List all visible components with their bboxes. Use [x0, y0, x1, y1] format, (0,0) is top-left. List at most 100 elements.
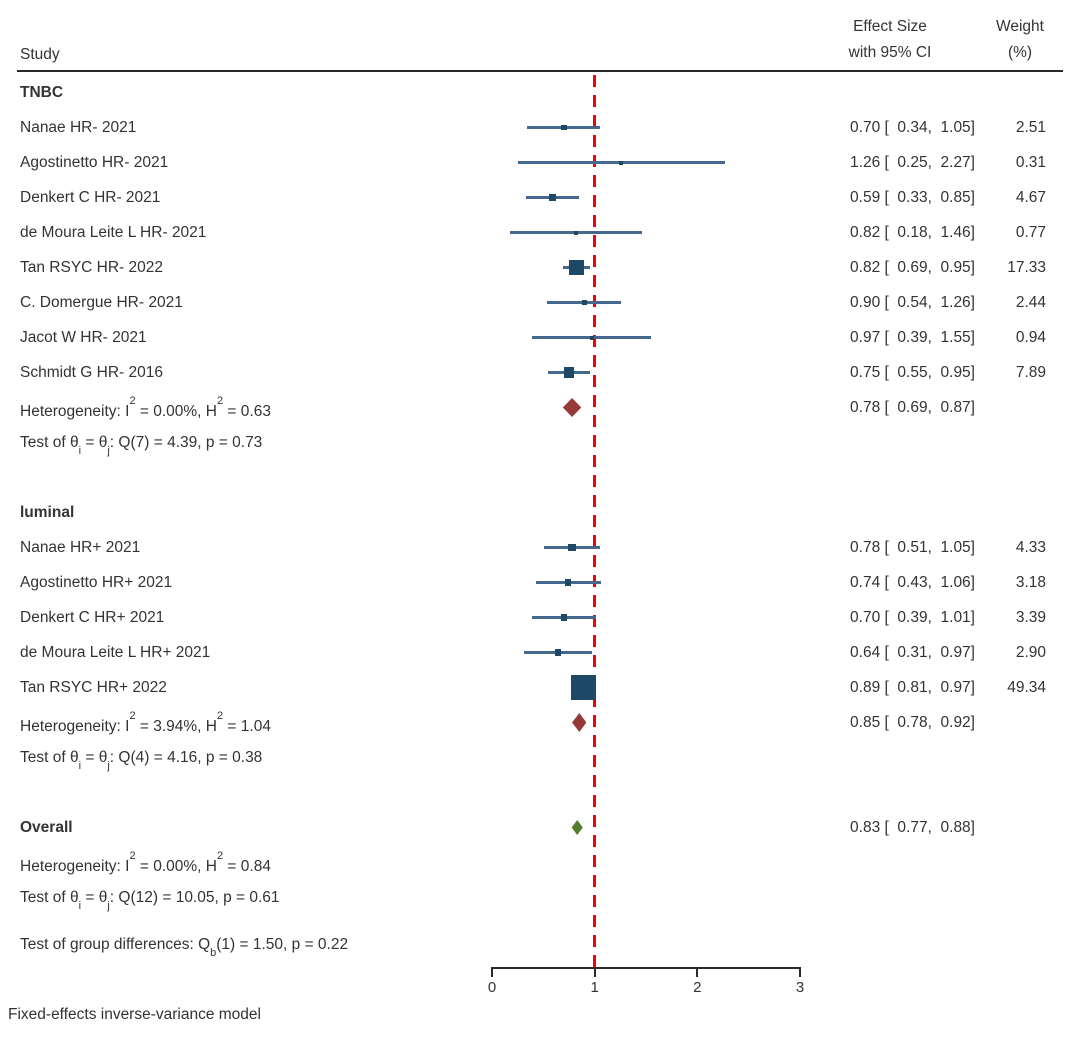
plot-region: TNBC Nanae HR- 2021 0.70 [ 0.34, 1.05] 2.51… — [0, 75, 1080, 1010]
effect-size-header-line2: with 95% CI — [848, 44, 932, 61]
weight-value: 17.33 — [1007, 259, 1046, 276]
group-label: TNBC — [20, 84, 64, 101]
x-axis-tick — [491, 967, 493, 977]
group-header-row: luminal — [0, 495, 1080, 530]
effect-square-marker — [564, 579, 572, 586]
stat-text-row: Test of θi = θj: Q(7) = 4.39, p = 0.73 — [0, 425, 1080, 460]
effect-square-marker — [619, 160, 624, 165]
weight-value: 3.18 — [1015, 574, 1046, 591]
study-label: Schmidt G HR- 2016 — [20, 364, 163, 381]
group-difference-text: Test of group differences: Qb(1) = 1.50,… — [20, 936, 349, 960]
overall-heterogeneity-text: Heterogeneity: I2 = 0.00%, H2 = 0.84 — [20, 850, 271, 876]
overall-test-text: Test of θi = θj: Q(12) = 10.05, p = 0.61 — [20, 889, 280, 913]
homogeneity-test-text: Test of θi = θj: Q(4) = 4.16, p = 0.38 — [20, 749, 263, 773]
study-row: Nanae HR- 2021 0.70 [ 0.34, 1.05] 2.51 — [0, 110, 1080, 145]
group-summary-row: Heterogeneity: I2 = 3.94%, H2 = 1.04 0.85… — [0, 705, 1080, 740]
study-row: de Moura Leite L HR+ 2021 0.64 [ 0.31, 0.… — [0, 635, 1080, 670]
study-label: de Moura Leite L HR- 2021 — [20, 224, 207, 241]
weight-column-header: Weight (%) — [980, 14, 1060, 66]
weight-value: 2.51 — [1015, 119, 1046, 136]
effect-square-marker — [570, 674, 596, 701]
x-axis-tick-label: 1 — [590, 979, 599, 996]
heterogeneity-text: Heterogeneity: I2 = 3.94%, H2 = 1.04 — [20, 710, 271, 736]
weight-value: 0.31 — [1015, 154, 1046, 171]
study-row: C. Domergue HR- 2021 0.90 [ 0.54, 1.26] 2.… — [0, 285, 1080, 320]
x-axis-tick-label: 3 — [795, 979, 805, 996]
study-label: Agostinetto HR+ 2021 — [20, 574, 173, 591]
effect-ci-value: 0.97 [ 0.39, 1.55] — [850, 329, 975, 346]
group-summary-row: Heterogeneity: I2 = 0.00%, H2 = 0.63 0.78… — [0, 390, 1080, 425]
study-label: Denkert C HR+ 2021 — [20, 609, 165, 626]
weight-value: 0.77 — [1015, 224, 1046, 241]
group-header-row: TNBC — [0, 75, 1080, 110]
effect-square-marker — [563, 367, 575, 378]
summary-ci-value: 0.85 [ 0.78, 0.92] — [850, 714, 975, 731]
x-axis-tick-label: 2 — [693, 979, 702, 996]
effect-ci-value: 0.90 [ 0.54, 1.26] — [850, 294, 975, 311]
overall-label: Overall — [20, 819, 73, 836]
study-label: Denkert C HR- 2021 — [20, 189, 161, 206]
summary-diamond — [562, 398, 582, 417]
effect-ci-value: 1.26 [ 0.25, 2.27] — [850, 154, 975, 171]
weight-value: 3.39 — [1015, 609, 1046, 626]
effect-ci-value: 0.82 [ 0.69, 0.95] — [850, 259, 975, 276]
heterogeneity-text: Heterogeneity: I2 = 0.00%, H2 = 0.63 — [20, 395, 271, 421]
effect-square-marker — [548, 193, 557, 202]
effect-ci-value: 0.59 [ 0.33, 0.85] — [850, 189, 975, 206]
study-row: de Moura Leite L HR- 2021 0.82 [ 0.18, 1.… — [0, 215, 1080, 250]
study-label: Tan RSYC HR- 2022 — [20, 259, 164, 276]
header-rule — [17, 70, 1063, 72]
model-footnote: Fixed-effects inverse-variance model — [8, 1006, 261, 1023]
effect-ci-value: 0.89 [ 0.81, 0.97] — [850, 679, 975, 696]
stat-text-row: Test of θi = θj: Q(12) = 10.05, p = 0.61 — [0, 880, 1080, 915]
study-label: Nanae HR- 2021 — [20, 119, 137, 136]
summary-diamond — [571, 820, 583, 835]
study-row: Agostinetto HR+ 2021 0.74 [ 0.43, 1.06] 3.… — [0, 565, 1080, 600]
effect-square-marker — [568, 260, 584, 275]
homogeneity-test-text: Test of θi = θj: Q(7) = 4.39, p = 0.73 — [20, 434, 263, 458]
effect-square-marker — [581, 299, 588, 306]
effect-ci-value: 0.82 [ 0.18, 1.46] — [850, 224, 975, 241]
effect-ci-value: 0.74 [ 0.43, 1.06] — [850, 574, 975, 591]
effect-size-header-line1: Effect Size — [853, 18, 927, 35]
weight-value: 7.89 — [1015, 364, 1046, 381]
study-row: Schmidt G HR- 2016 0.75 [ 0.55, 0.95] 7.89 — [0, 355, 1080, 390]
weight-value: 49.34 — [1007, 679, 1046, 696]
study-row: Jacot W HR- 2021 0.97 [ 0.39, 1.55] 0.94 — [0, 320, 1080, 355]
reference-line — [593, 75, 596, 967]
weight-header-line1: Weight — [996, 18, 1044, 35]
x-axis-tick — [593, 967, 596, 977]
stat-text-row: Heterogeneity: I2 = 0.00%, H2 = 0.84 — [0, 845, 1080, 880]
study-row: Denkert C HR+ 2021 0.70 [ 0.39, 1.01] 3.39 — [0, 600, 1080, 635]
group-label: luminal — [20, 504, 75, 521]
effect-size-column-header: Effect Size with 95% CI — [805, 14, 975, 66]
study-column-header: Study — [20, 46, 60, 63]
effect-square-marker — [560, 614, 568, 621]
x-axis: 0 1 2 3 — [0, 962, 1080, 1010]
summary-ci-value: 0.78 [ 0.69, 0.87] — [850, 399, 975, 416]
overall-summary-row: Overall 0.83 [ 0.77, 0.88] — [0, 810, 1080, 845]
effect-ci-value: 0.70 [ 0.39, 1.01] — [850, 609, 975, 626]
summary-diamond — [572, 713, 587, 732]
effect-ci-value: 0.64 [ 0.31, 0.97] — [850, 644, 975, 661]
x-axis-tick — [799, 967, 801, 977]
effect-ci-value: 0.70 [ 0.34, 1.05] — [850, 119, 975, 136]
study-label: Agostinetto HR- 2021 — [20, 154, 169, 171]
weight-value: 2.90 — [1015, 644, 1046, 661]
weight-header-line2: (%) — [1007, 44, 1033, 61]
study-row: Nanae HR+ 2021 0.78 [ 0.51, 1.05] 4.33 — [0, 530, 1080, 565]
study-label: de Moura Leite L HR+ 2021 — [20, 644, 211, 661]
weight-value: 0.94 — [1015, 329, 1046, 346]
study-row: Tan RSYC HR- 2022 0.82 [ 0.69, 0.95] 17.33 — [0, 250, 1080, 285]
effect-square-marker — [561, 124, 567, 131]
study-label: Tan RSYC HR+ 2022 — [20, 679, 167, 696]
weight-value: 4.67 — [1015, 189, 1046, 206]
study-label: Nanae HR+ 2021 — [20, 539, 141, 556]
overall-ci-value: 0.83 [ 0.77, 0.88] — [850, 819, 975, 836]
effect-ci-value: 0.78 [ 0.51, 1.05] — [850, 539, 975, 556]
effect-square-marker — [589, 335, 594, 340]
study-row: Agostinetto HR- 2021 1.26 [ 0.25, 2.27] 0.… — [0, 145, 1080, 180]
x-axis-line — [491, 967, 801, 969]
effect-ci-value: 0.75 [ 0.55, 0.95] — [850, 364, 975, 381]
